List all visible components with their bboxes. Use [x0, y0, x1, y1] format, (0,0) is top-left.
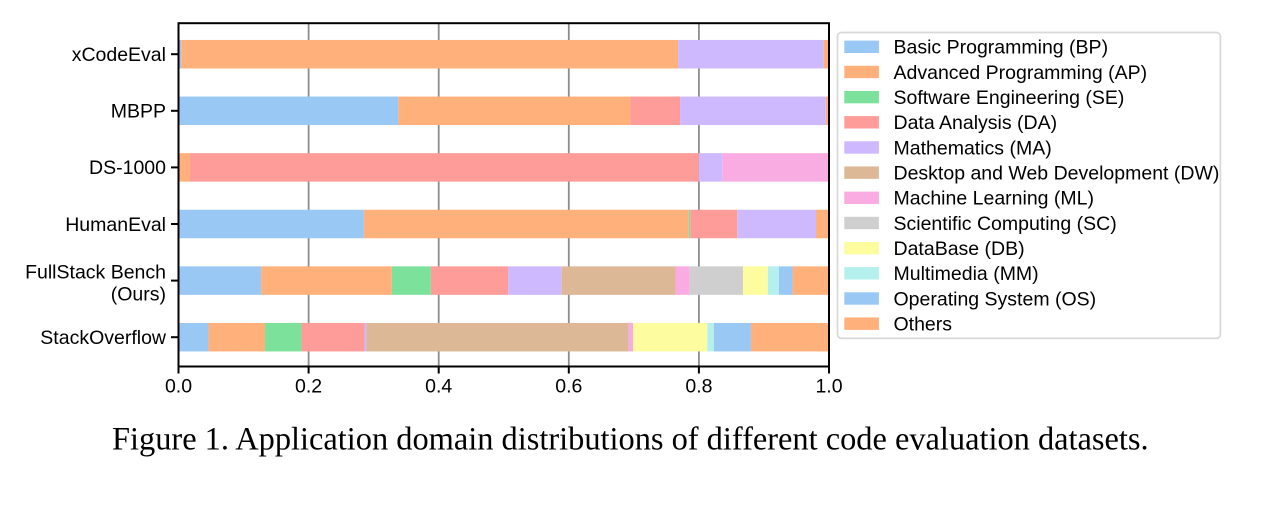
svg-text:Operating System (OS): Operating System (OS) [894, 288, 1097, 310]
svg-text:xCodeEval: xCodeEval [72, 44, 166, 66]
svg-text:Multimedia (MM): Multimedia (MM) [894, 263, 1039, 285]
svg-text:DataBase (DB): DataBase (DB) [894, 238, 1025, 260]
svg-text:0.8: 0.8 [685, 376, 712, 398]
svg-text:Software Engineering (SE): Software Engineering (SE) [894, 87, 1125, 109]
svg-text:Data Analysis (DA): Data Analysis (DA) [894, 112, 1058, 134]
svg-text:Figure 1. Application domain d: Figure 1. Application domain distributio… [112, 421, 1149, 457]
svg-text:(Ours): (Ours) [111, 284, 166, 306]
svg-text:0.2: 0.2 [295, 376, 322, 398]
svg-text:StackOverflow: StackOverflow [40, 327, 167, 349]
svg-text:HumanEval: HumanEval [65, 214, 166, 236]
svg-text:0.0: 0.0 [165, 376, 192, 398]
svg-text:Advanced Programming (AP): Advanced Programming (AP) [894, 62, 1148, 84]
svg-text:FullStack Bench: FullStack Bench [25, 261, 166, 283]
svg-text:0.4: 0.4 [425, 376, 452, 398]
svg-text:1.0: 1.0 [815, 376, 842, 398]
svg-text:0.6: 0.6 [555, 376, 582, 398]
svg-text:Scientific Computing (SC): Scientific Computing (SC) [894, 213, 1117, 235]
svg-text:Others: Others [894, 313, 953, 335]
svg-text:MBPP: MBPP [111, 101, 166, 123]
svg-text:Machine Learning (ML): Machine Learning (ML) [894, 188, 1095, 210]
svg-text:Basic Programming (BP): Basic Programming (BP) [894, 37, 1109, 59]
svg-text:Desktop and Web Development (D: Desktop and Web Development (DW) [894, 162, 1220, 184]
svg-text:Mathematics (MA): Mathematics (MA) [894, 137, 1052, 159]
svg-text:DS-1000: DS-1000 [89, 157, 166, 179]
